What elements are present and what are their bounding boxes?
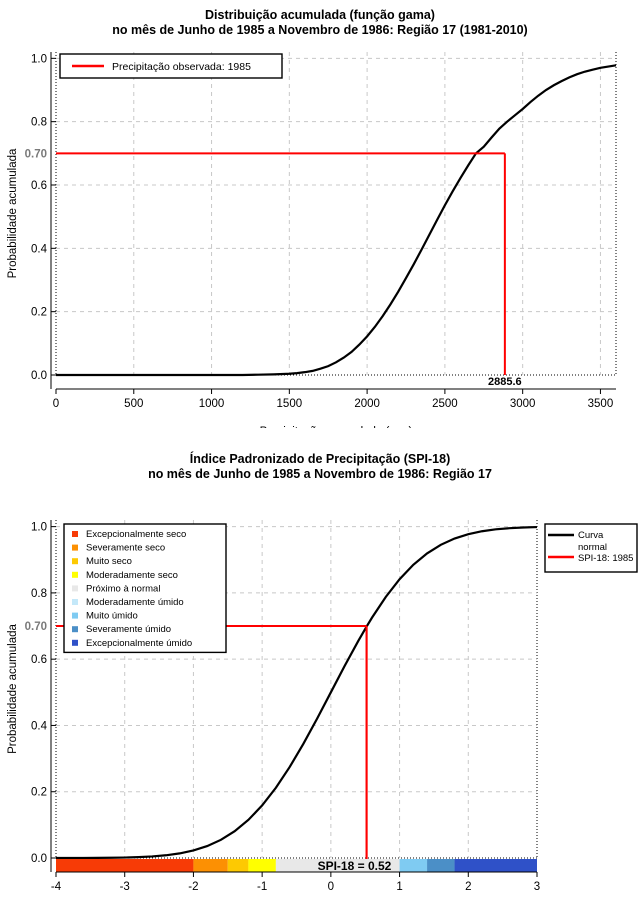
chart2-colorbar-segment	[399, 859, 428, 872]
chart2-category-legend-swatch	[72, 585, 78, 592]
chart2-colorbar-segment	[454, 859, 537, 872]
chart1-ytick-label: 0.2	[31, 307, 47, 319]
chart2-xtick-label: -1	[257, 881, 267, 892]
chart1-ytick-label: 0.0	[31, 370, 47, 382]
chart1-xtick-label: 1500	[277, 398, 303, 410]
chart1-xtick-label: 3000	[510, 398, 536, 410]
chart2-curve	[55, 525, 538, 860]
chart2-category-legend-swatch	[72, 544, 78, 551]
chart2-category-legend-swatch	[72, 558, 78, 565]
chart1-title: Distribuição acumulada (função gama)	[205, 8, 435, 22]
chart2-xtick-label: -3	[120, 881, 130, 892]
chart1-ytick-label: 0.8	[31, 117, 47, 129]
chart2-category-legend-box	[63, 523, 227, 654]
chart2-subtitle: no mês de Junho de 1985 a Novembro de 19…	[148, 467, 492, 481]
chart2-ytick-label: 0.6	[31, 654, 47, 666]
chart2-series-legend-box	[544, 523, 638, 573]
chart2-category-legend-swatch	[72, 599, 78, 605]
chart2-series-legend-label-spi: SPI-18: 1985	[578, 553, 633, 564]
chart2-colorbar-segment	[193, 859, 228, 872]
chart1-observed-value-label: 2885.6	[488, 376, 522, 388]
chart2-highlight-ytick-label: 0.70	[25, 621, 47, 633]
chart2-category-legend-label: Próximo à normal	[86, 583, 160, 594]
chart2-yaxis-title: Probabilidade acumulada	[7, 624, 19, 754]
chart2-category-legend-label: Moderadamente seco	[86, 570, 178, 581]
chart2-ytick-label: 0.4	[31, 720, 48, 732]
chart2-xtick-label: 1	[396, 881, 402, 892]
chart2-svg: SPI-18 = 0.52 0.0 0.2 0.4 0.6 0.8 1.0 0.70 -4 -3 -…	[7, 520, 638, 892]
chart2-category-legend-swatch	[72, 639, 78, 646]
chart2-category-legend-swatch	[72, 612, 78, 619]
chart1-svg: 0.0 0.2 0.4 0.6 0.8 1.0 0.70 0 500 1000 1500 2000 25…	[7, 52, 617, 428]
chart2-colorbar-segment	[248, 859, 276, 872]
chart1-ytick-label: 0.4	[31, 243, 48, 255]
chart2-colorbar-segment	[56, 859, 194, 872]
chart2-category-legend-label: Severamente úmido	[86, 624, 171, 635]
chart2-category-legend-label: Muito seco	[86, 556, 132, 567]
chart1-xtick-label: 2000	[354, 398, 380, 410]
chart2-title-block: Índice Padronizado de Precipitação (SPI-…	[0, 452, 640, 482]
chart2-xtick-label: -2	[188, 881, 198, 892]
chart1-curve	[56, 64, 617, 377]
chart1-xtick-label: 500	[124, 398, 143, 410]
chart2-xtick-label: -4	[51, 881, 62, 892]
spi-cdf-panel: Índice Padronizado de Precipitação (SPI-…	[0, 452, 640, 892]
chart2-category-legend-label: Severamente seco	[86, 543, 165, 554]
chart1-xaxis-title: Precipitação acumulada (mm)	[260, 426, 413, 428]
chart1-title-block: Distribuição acumulada (função gama) no …	[0, 8, 640, 38]
chart2-category-legend-label: Moderadamente úmido	[86, 597, 184, 608]
chart2-xtick-label: 2	[465, 881, 471, 892]
chart2-category-legend-swatch	[72, 531, 78, 537]
chart2-category-legend-label: Excepcionalmente seco	[86, 529, 186, 540]
chart2-category-legend-swatch	[72, 626, 78, 633]
chart2-ytick-label: 0.0	[31, 853, 47, 865]
chart2-colorbar-segment	[427, 859, 455, 872]
chart2-series-legend-label-normal-1: Curva	[578, 530, 604, 541]
chart2-series-legend-label-normal-2: normal	[578, 542, 607, 553]
chart2-xtick-label: 3	[534, 881, 540, 892]
chart1-ytick-label: 1.0	[31, 53, 47, 65]
chart1-xtick-label: 1000	[199, 398, 225, 410]
chart1-legend-label: Precipitação observada: 1985	[112, 61, 251, 73]
chart2-category-legend-swatch	[72, 571, 78, 578]
chart2-ytick-label: 0.2	[31, 787, 47, 799]
chart1-subtitle: no mês de Junho de 1985 a Novembro de 19…	[112, 23, 528, 37]
gamma-cdf-panel: Distribuição acumulada (função gama) no …	[0, 8, 640, 428]
chart1-yaxis-title: Probabilidade acumulada	[7, 148, 19, 278]
chart2-category-legend-label: Muito úmido	[86, 611, 138, 622]
chart2-category-legend-label: Excepcionalmente úmido	[86, 638, 192, 649]
chart2-ytick-label: 0.8	[31, 588, 47, 600]
chart2-xtick-label: 0	[328, 881, 334, 892]
chart2-title: Índice Padronizado de Precipitação (SPI-…	[189, 452, 451, 466]
chart2-ytick-label: 1.0	[31, 522, 47, 534]
chart1-xtick-label: 2500	[432, 398, 458, 410]
chart1-xtick-label: 3500	[588, 398, 614, 410]
chart2-spi-value-label: SPI-18 = 0.52	[318, 859, 392, 873]
chart2-colorbar-segment	[275, 859, 400, 872]
chart1-highlight-ytick-label: 0.70	[25, 148, 47, 160]
chart1-xtick-label: 0	[53, 398, 59, 410]
chart2-colorbar-segment	[227, 859, 249, 872]
chart1-ytick-label: 0.6	[31, 180, 47, 192]
